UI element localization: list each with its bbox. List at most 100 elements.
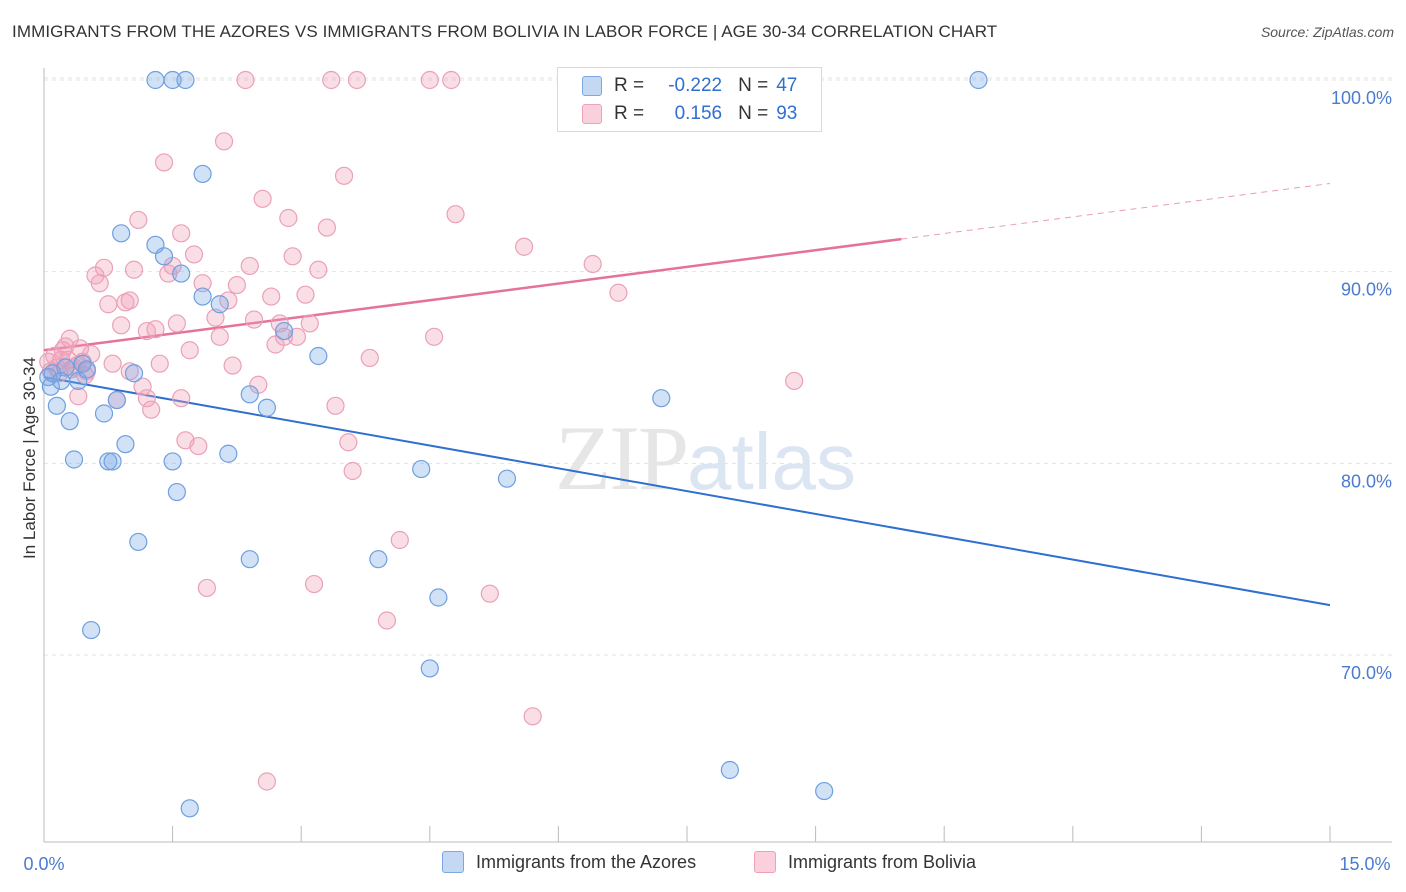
point-azores (112, 224, 131, 243)
point-azores (193, 287, 212, 306)
point-bolivia (304, 574, 324, 594)
y-tick-label: 90.0% (1341, 280, 1392, 300)
point-bolivia (206, 308, 225, 327)
point-bolivia (167, 314, 186, 333)
point-azores (47, 396, 66, 415)
point-bolivia (253, 189, 272, 208)
legend-item-azores: Immigrants from the Azores (442, 851, 696, 873)
legend-item-bolivia: Immigrants from Bolivia (754, 851, 976, 873)
point-azores (60, 412, 79, 431)
point-azores (180, 799, 199, 818)
point-azores (94, 404, 114, 423)
point-azores (257, 398, 277, 417)
point-azores (77, 360, 96, 379)
point-azores (274, 321, 294, 341)
point-bolivia (103, 354, 122, 373)
point-azores (64, 450, 84, 469)
point-azores (652, 389, 671, 408)
point-bolivia (244, 310, 264, 329)
point-azores (210, 295, 229, 314)
x-tick-label: 15.0% (1339, 854, 1390, 874)
point-bolivia (360, 348, 379, 368)
point-bolivia (326, 396, 345, 415)
legend-r-label: R = (614, 75, 645, 96)
point-bolivia (133, 377, 152, 396)
point-bolivia (609, 283, 628, 302)
point-azores (163, 452, 182, 471)
point-bolivia (172, 224, 191, 243)
point-azores (720, 760, 739, 780)
point-azores (429, 588, 448, 607)
legend-swatch-blue (582, 76, 602, 96)
point-bolivia (112, 316, 131, 335)
watermark: ZIPatlas (555, 405, 856, 511)
point-azores (116, 435, 135, 454)
point-azores (176, 70, 195, 90)
trend-line-bolivia (43, 237, 902, 352)
legend-n-value-azores: 47 (776, 75, 798, 96)
y-tick-label: 100.0% (1331, 88, 1392, 108)
point-bolivia (142, 400, 161, 419)
point-azores (240, 550, 259, 569)
point-bolivia (197, 578, 216, 598)
point-azores (82, 620, 101, 640)
point-bolivia (785, 371, 804, 391)
trend-lines (43, 183, 1331, 607)
point-azores (56, 358, 75, 377)
point-azores (163, 70, 182, 90)
point-bolivia (124, 260, 144, 279)
point-bolivia (120, 291, 139, 310)
point-bolivia (583, 254, 602, 274)
point-azores (129, 532, 148, 552)
point-bolivia (219, 291, 238, 310)
legend-n-value-bolivia: 93 (776, 103, 798, 124)
point-bolivia (172, 389, 191, 408)
point-bolivia (94, 258, 114, 277)
point-bolivia (480, 584, 499, 603)
point-azores (41, 377, 60, 396)
point-azores (420, 659, 439, 678)
point-azores (99, 452, 118, 471)
point-bolivia (279, 208, 298, 228)
series-legend: Immigrants from the Azores Immigrants fr… (0, 851, 1406, 877)
point-azores (193, 164, 212, 184)
point-azores (154, 247, 174, 266)
point-bolivia (347, 70, 367, 90)
swatch-azores (442, 851, 464, 873)
swatch-bolivia (754, 851, 776, 873)
point-bolivia (262, 287, 281, 306)
correlation-legend: R = -0.222 N = 47 R = 0.156 N = 93 (557, 67, 822, 132)
legend-item-bolivia-label: Immigrants from Bolivia (788, 851, 977, 872)
legend-row-bolivia: R = 0.156 N = 93 (582, 102, 797, 126)
point-bolivia (390, 530, 409, 550)
point-bolivia (257, 772, 277, 791)
point-bolivia (129, 210, 148, 230)
point-bolivia (180, 341, 199, 360)
grid-lines (44, 77, 1392, 656)
point-bolivia (334, 166, 354, 185)
point-bolivia (223, 356, 242, 375)
legend-n-label: N = (738, 103, 769, 124)
axes (43, 68, 1392, 843)
legend-item-azores-label: Immigrants from the Azores (476, 851, 697, 872)
point-bolivia (322, 70, 341, 90)
point-azores (103, 452, 122, 471)
trend-line-bolivia-extension (901, 183, 1331, 240)
point-bolivia (515, 237, 534, 256)
point-bolivia (274, 327, 294, 346)
point-bolivia (137, 321, 156, 341)
x-tick-label: 0.0% (23, 854, 64, 874)
point-azores (969, 70, 988, 90)
point-bolivia (210, 327, 229, 346)
point-bolivia (99, 295, 118, 314)
point-azores (146, 70, 165, 90)
legend-swatch-pink (582, 104, 602, 124)
watermark-atlas: atlas (687, 417, 856, 506)
point-bolivia (70, 339, 90, 358)
point-azores (815, 781, 834, 801)
point-bolivia (420, 70, 439, 90)
point-bolivia (446, 205, 465, 224)
y-axis-label: In Labor Force | Age 30-34 (20, 357, 39, 559)
point-bolivia (154, 153, 174, 172)
